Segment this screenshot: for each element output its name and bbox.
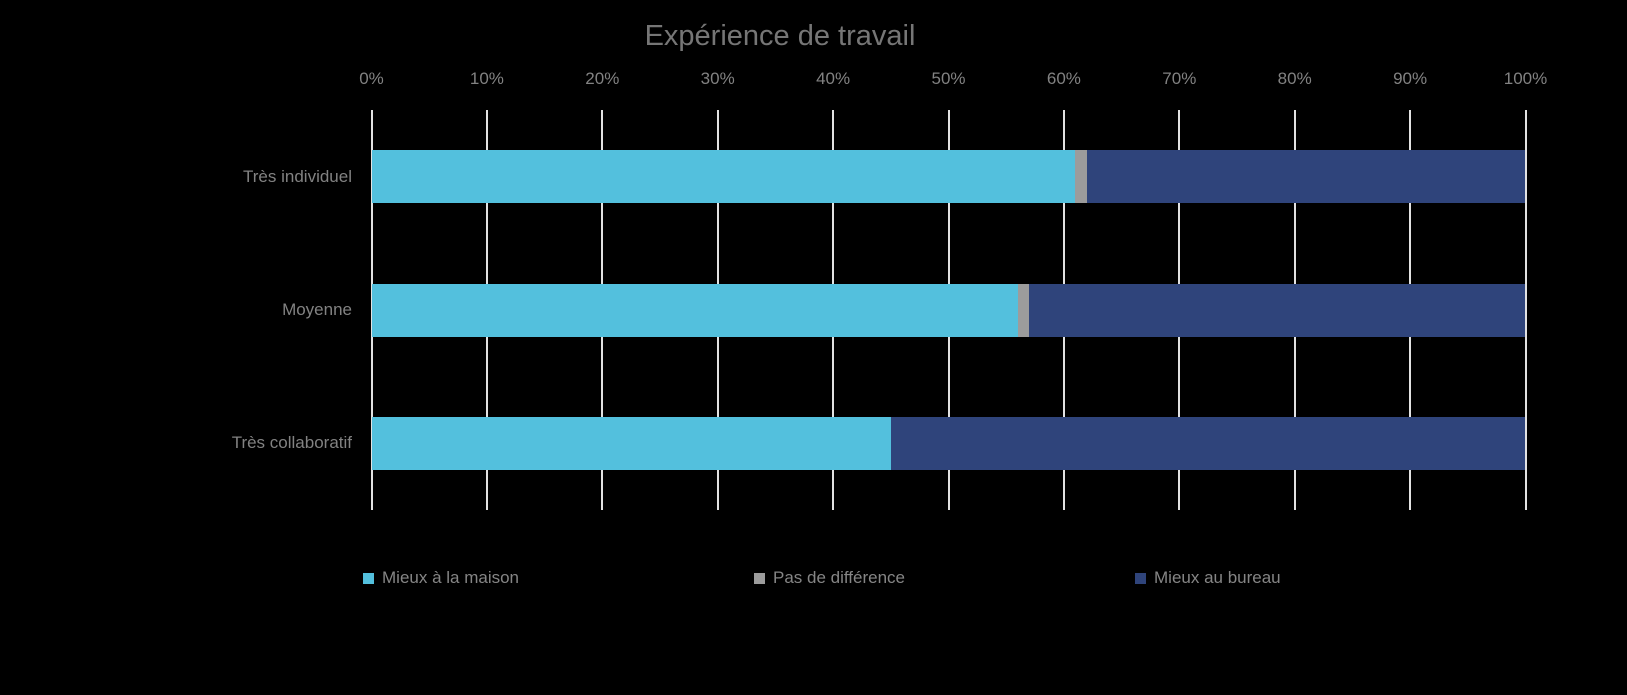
x-axis-tick-label: 100% bbox=[1503, 69, 1548, 88]
bar-row bbox=[371, 150, 1526, 204]
bar-segment bbox=[890, 416, 1526, 470]
x-axis-tick-label: 0% bbox=[359, 69, 384, 88]
legend-swatch bbox=[363, 572, 374, 584]
bar-segment bbox=[1075, 150, 1087, 204]
bar-row bbox=[371, 283, 1526, 337]
legend-item: Pas de différence bbox=[754, 567, 905, 589]
legend-item: Mieux à la maison bbox=[363, 567, 519, 589]
x-axis-tick-label: 10% bbox=[469, 69, 504, 88]
gridline bbox=[1524, 110, 1527, 510]
x-axis-tick-label: 70% bbox=[1162, 69, 1197, 88]
x-axis-tick-label: 60% bbox=[1046, 69, 1081, 88]
category-label: Très collaboratif bbox=[231, 433, 352, 453]
bar-segment bbox=[371, 416, 891, 470]
plot-area bbox=[370, 110, 1527, 510]
legend-label: Mieux à la maison bbox=[382, 568, 520, 587]
chart-title: Expérience de travail bbox=[644, 20, 916, 52]
bar-segment bbox=[1017, 283, 1030, 337]
x-axis-tick-label: 40% bbox=[816, 69, 851, 88]
bar-segment bbox=[371, 283, 1018, 337]
x-axis-tick-label: 30% bbox=[700, 69, 735, 88]
x-axis-tick-label: 90% bbox=[1393, 69, 1428, 88]
bar-segment bbox=[1086, 150, 1526, 204]
legend-swatch bbox=[1135, 572, 1146, 584]
legend-item: Mieux au bureau bbox=[1135, 567, 1281, 589]
bar-row bbox=[371, 416, 1526, 470]
bar-segment bbox=[371, 150, 1076, 204]
category-label: Moyenne bbox=[282, 300, 352, 319]
legend-label: Pas de différence bbox=[773, 568, 905, 587]
legend-swatch bbox=[754, 572, 765, 584]
category-label: Très individuel bbox=[243, 166, 352, 186]
x-axis-tick-label: 80% bbox=[1277, 69, 1312, 88]
legend-label: Mieux au bureau bbox=[1154, 568, 1281, 587]
x-axis-tick-label: 20% bbox=[585, 69, 620, 88]
bar-segment bbox=[1029, 283, 1526, 337]
x-axis-tick-label: 50% bbox=[931, 69, 966, 88]
